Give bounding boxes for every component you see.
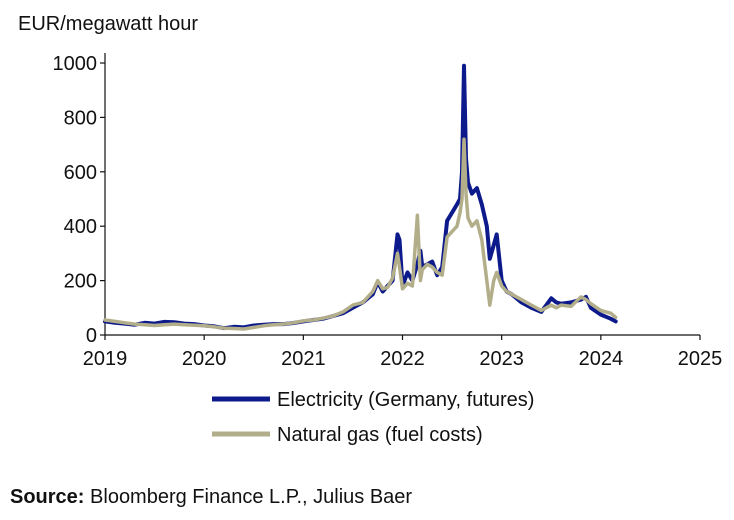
x-tick-label: 2023 — [479, 348, 524, 370]
source-note: Source: Bloomberg Finance L.P., Julius B… — [10, 486, 412, 509]
x-tick-label: 2020 — [182, 348, 227, 370]
legend-label: Electricity (Germany, futures) — [277, 389, 534, 411]
source-label: Source: — [10, 486, 85, 508]
y-tick-label: 0 — [86, 325, 97, 347]
legend-label: Natural gas (fuel costs) — [277, 424, 483, 446]
y-tick-label: 800 — [64, 107, 97, 129]
axes: 0 200 400 600 800 1000 2019 2020 2021 2022 2023 202… — [53, 53, 723, 370]
source-text: Bloomberg Finance L.P., Julius Baer — [90, 486, 413, 508]
x-tick-label: 2022 — [380, 348, 425, 370]
x-tick-label: 2024 — [579, 348, 624, 370]
y-tick-label: 1000 — [53, 53, 98, 75]
x-tick-label: 2019 — [83, 348, 128, 370]
series-line-natural-gas — [103, 137, 618, 331]
series-line-electricity — [103, 63, 618, 331]
y-tick-label: 600 — [64, 162, 97, 184]
series-layer — [103, 63, 618, 331]
line-chart: EUR/megawatt hour 0 200 400 600 800 1000 2019 2… — [18, 13, 723, 446]
legend: Electricity (Germany, futures) Natural ga… — [212, 389, 534, 446]
x-tick-label: 2021 — [281, 348, 326, 370]
y-axis-unit-label: EUR/megawatt hour — [18, 13, 198, 35]
x-tick-label: 2025 — [678, 348, 723, 370]
y-tick-label: 200 — [64, 271, 97, 293]
y-tick-label: 400 — [64, 216, 97, 238]
